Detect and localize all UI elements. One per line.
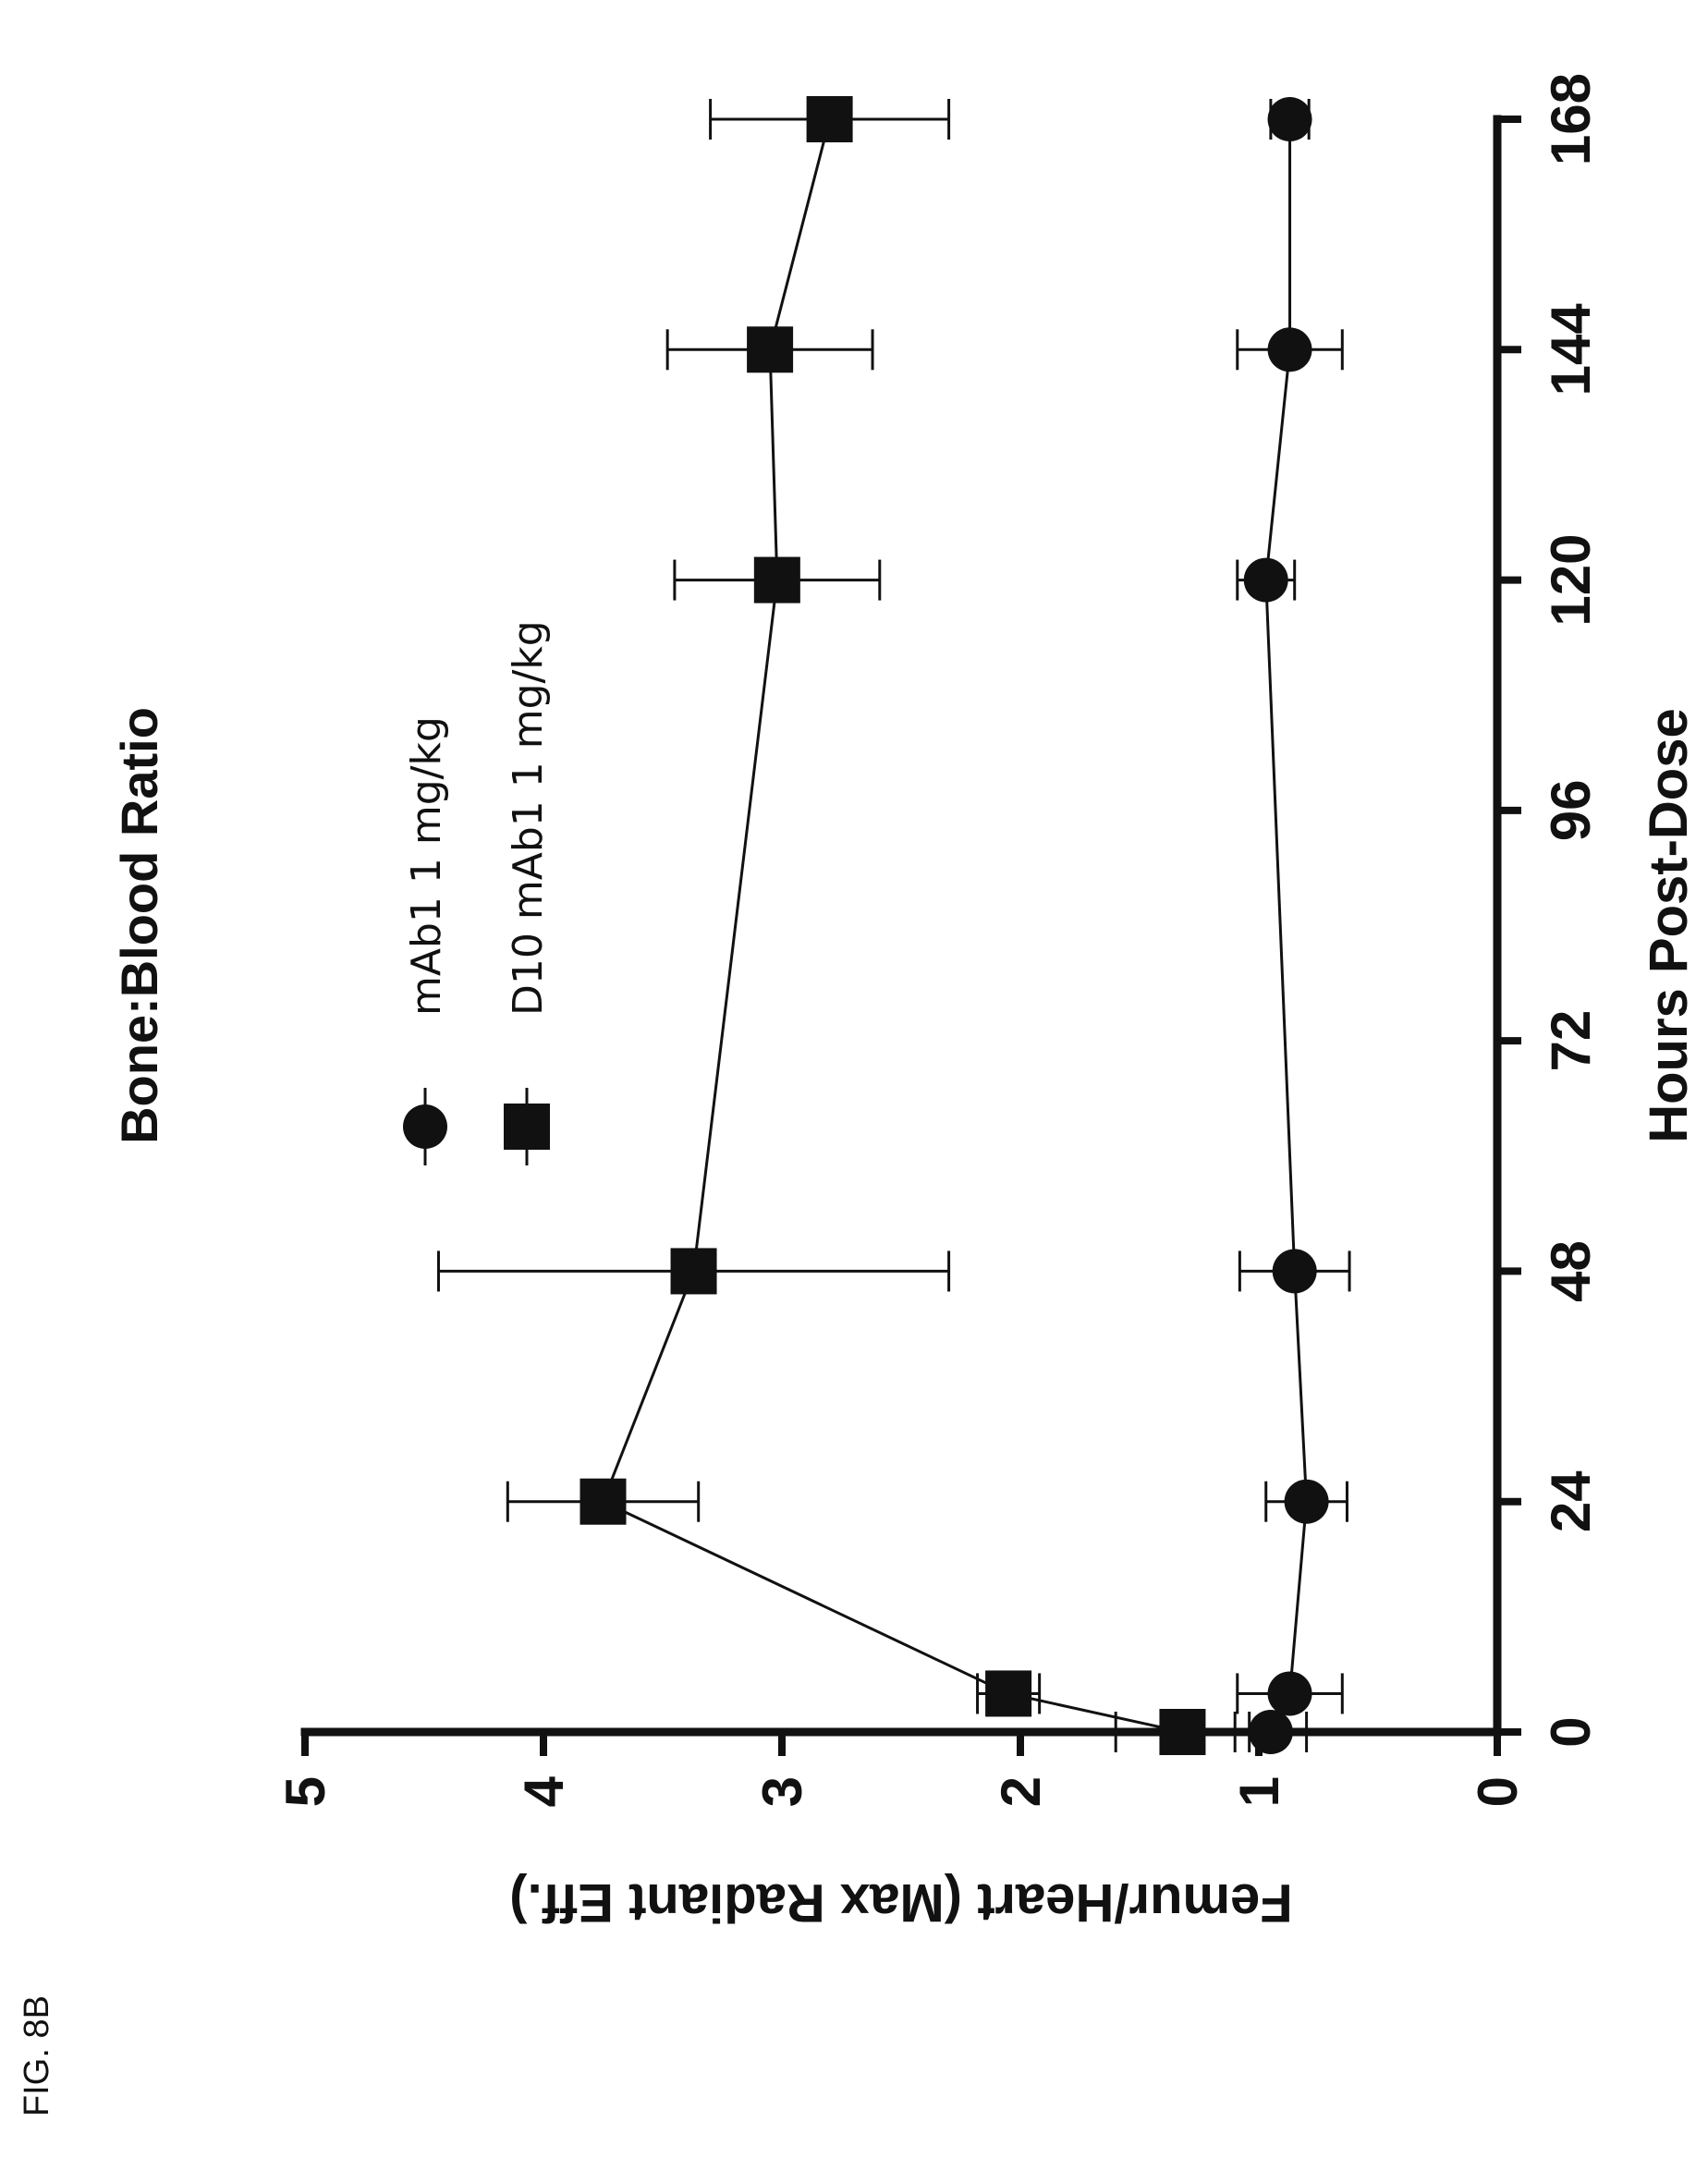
plot-group: 0 24 48 72 96 120 144 168 0 1 2 3 4 5 mAb1 1 mg/kg D10… (110, 73, 1699, 1933)
y-tick-label: 0 (1467, 1776, 1529, 1807)
data-point-circle (1243, 557, 1288, 603)
data-point-circle (1267, 1671, 1312, 1716)
data-point-square (806, 96, 853, 142)
y-axis-title: Femur/Heart (Max Radiant Eff.) (509, 1872, 1293, 1933)
series-line-2 (601, 118, 1183, 1734)
x-tick-label: 168 (1540, 73, 1602, 165)
axes: 0 24 48 72 96 120 144 168 0 1 2 3 4 5 (274, 73, 1602, 1807)
legend-marker-circle (403, 1104, 447, 1149)
y-tick-label: 4 (513, 1775, 575, 1807)
legend-label: D10 mAb1 1 mg/kg (505, 620, 552, 1016)
data-point-circle (1284, 1479, 1329, 1524)
x-tick-label: 24 (1540, 1470, 1602, 1532)
x-tick-label: 0 (1540, 1716, 1602, 1747)
x-tick-label: 96 (1540, 779, 1602, 841)
legend: mAb1 1 mg/kg D10 mAb1 1 mg/kg (403, 620, 552, 1165)
x-tick-label: 72 (1540, 1010, 1602, 1072)
chart-title: Bone:Blood Ratio (110, 707, 168, 1144)
figure-label: FIG. 8B (18, 1995, 56, 2116)
y-tick-label: 2 (990, 1776, 1052, 1807)
data-point-square (753, 556, 800, 604)
data-point-square (670, 1248, 717, 1295)
legend-marker-square (504, 1104, 550, 1150)
x-tick-label: 144 (1540, 303, 1602, 396)
x-axis-title: Hours Post-Dose (1639, 708, 1699, 1143)
data-point-circle (1267, 97, 1312, 141)
data-point-square (985, 1670, 1032, 1717)
error-bars (436, 99, 1351, 1752)
x-tick-label: 120 (1540, 534, 1602, 627)
y-tick-label: 1 (1228, 1776, 1290, 1807)
data-point-circle (1272, 1249, 1317, 1294)
y-tick-label: 5 (274, 1776, 336, 1807)
y-tick-label: 3 (751, 1776, 813, 1807)
legend-label: mAb1 1 mg/kg (403, 716, 450, 1016)
data-point-square (580, 1478, 627, 1525)
data-point-circle (1267, 327, 1312, 372)
series-lines (601, 118, 1309, 1734)
x-tick-label: 48 (1540, 1240, 1602, 1302)
data-point-square (747, 326, 794, 373)
data-markers (580, 96, 1329, 1755)
